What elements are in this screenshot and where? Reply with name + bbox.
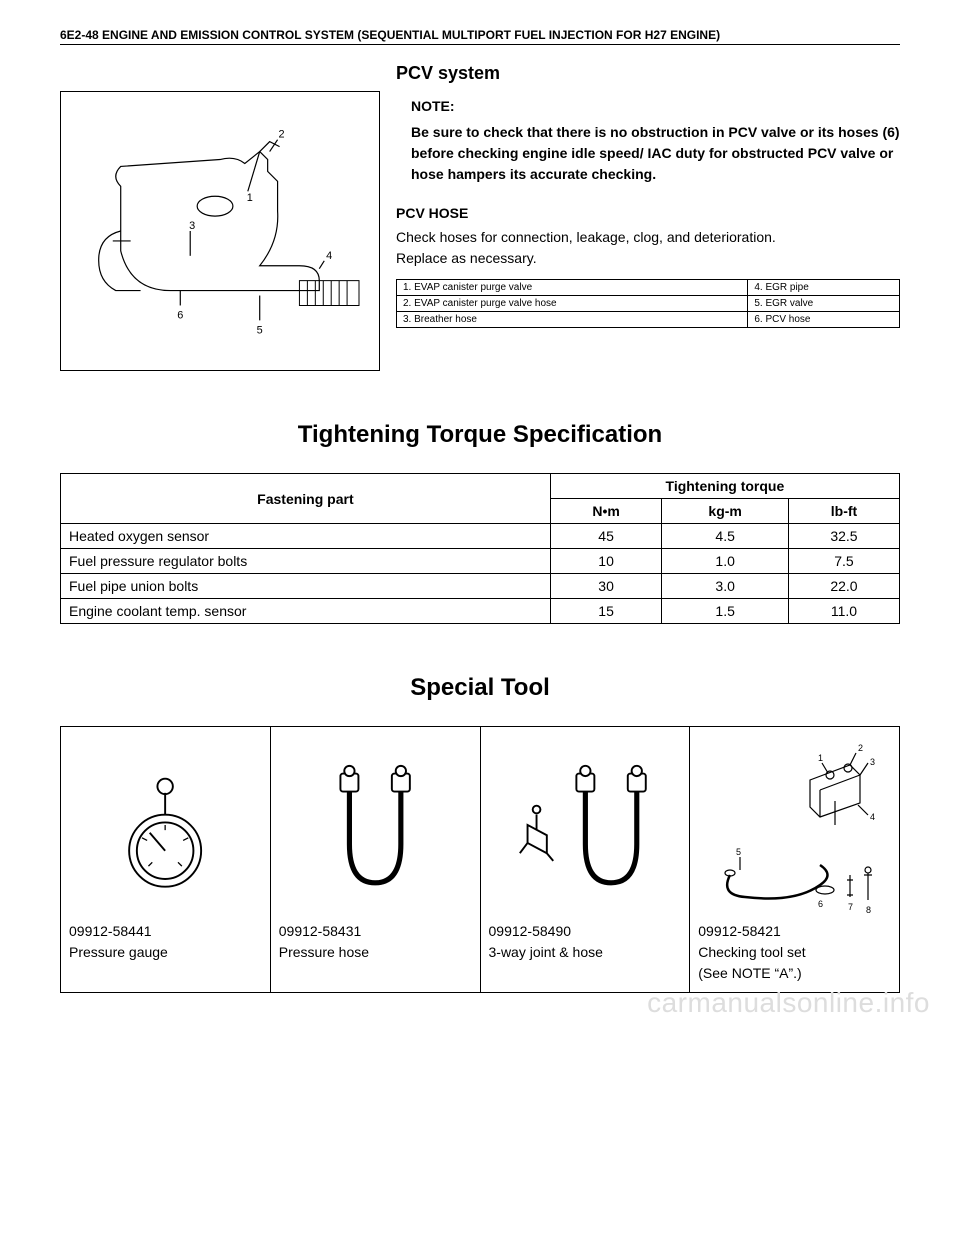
pcv-body-line1: Check hoses for connection, leakage, clo… <box>396 229 776 245</box>
tool-cell: 09912-58441 Pressure gauge <box>61 727 271 993</box>
tool-cell: 09912-58490 3-way joint & hose <box>480 727 690 993</box>
tool-heading: Special Tool <box>60 674 900 702</box>
tool-name: Pressure gauge <box>69 944 168 960</box>
table-row: 1. EVAP canister purge valve 4. EGR pipe <box>397 280 900 296</box>
pcv-section: 1 2 3 4 5 6 PCV system NOTE: Be sure to … <box>60 63 900 371</box>
table-row: Fuel pipe union bolts 30 3.0 22.0 <box>61 574 900 599</box>
diagram-label-3: 3 <box>189 220 195 232</box>
tool-code: 09912-58490 <box>489 923 572 939</box>
table-row: 2. EVAP canister purge valve hose 5. EGR… <box>397 296 900 312</box>
set-label-6: 6 <box>818 899 823 909</box>
cell-nm: 10 <box>550 549 662 574</box>
pcv-body: Check hoses for connection, leakage, clo… <box>396 227 900 269</box>
col-lbft: lb-ft <box>788 499 899 524</box>
legend-cell: 3. Breather hose <box>397 312 748 328</box>
cell-part: Fuel pipe union bolts <box>61 574 551 599</box>
cell-kgm: 4.5 <box>662 524 789 549</box>
cell-kgm: 1.5 <box>662 599 789 624</box>
legend-cell: 2. EVAP canister purge valve hose <box>397 296 748 312</box>
col-kgm: kg-m <box>662 499 789 524</box>
cell-nm: 30 <box>550 574 662 599</box>
table-row: 3. Breather hose 6. PCV hose <box>397 312 900 328</box>
tool-label: 09912-58441 Pressure gauge <box>69 921 262 963</box>
col-nm: N•m <box>550 499 662 524</box>
set-label-5: 5 <box>736 847 741 857</box>
set-label-3: 3 <box>870 757 875 767</box>
page: 6E2-48 ENGINE AND EMISSION CONTROL SYSTE… <box>0 0 960 1033</box>
tool-extra: (See NOTE “A”.) <box>698 965 801 981</box>
set-label-4: 4 <box>870 812 875 822</box>
legend-cell: 1. EVAP canister purge valve <box>397 280 748 296</box>
tool-section: Special Tool <box>60 674 900 993</box>
legend-table: 1. EVAP canister purge valve 4. EGR pipe… <box>396 279 900 328</box>
note-label: NOTE: <box>411 98 900 114</box>
tool-label: 09912-58421 Checking tool set (See NOTE … <box>698 921 891 984</box>
table-row: 09912-58441 Pressure gauge <box>61 727 900 993</box>
table-row: Heated oxygen sensor 45 4.5 32.5 <box>61 524 900 549</box>
set-label-7: 7 <box>848 902 853 912</box>
table-row: Engine coolant temp. sensor 15 1.5 11.0 <box>61 599 900 624</box>
legend-cell: 5. EGR valve <box>748 296 900 312</box>
tool-cell: 09912-58431 Pressure hose <box>270 727 480 993</box>
table-row: Fastening part Tightening torque <box>61 474 900 499</box>
cell-part: Fuel pressure regulator bolts <box>61 549 551 574</box>
cell-kgm: 1.0 <box>662 549 789 574</box>
cell-kgm: 3.0 <box>662 574 789 599</box>
tool-cell: 1 2 3 4 5 6 7 8 09912-5842 <box>690 727 900 993</box>
tool-table: 09912-58441 Pressure gauge <box>60 726 900 993</box>
diagram-label-6: 6 <box>177 309 183 321</box>
legend-cell: 6. PCV hose <box>748 312 900 328</box>
pcv-title: PCV system <box>396 63 900 84</box>
tool-code: 09912-58421 <box>698 923 781 939</box>
cell-lbft: 11.0 <box>788 599 899 624</box>
torque-table: Fastening part Tightening torque N•m kg-… <box>60 473 900 624</box>
cell-lbft: 22.0 <box>788 574 899 599</box>
set-label-8: 8 <box>866 905 871 915</box>
tool-label: 09912-58490 3-way joint & hose <box>489 921 682 963</box>
diagram-label-2: 2 <box>279 129 285 141</box>
cell-part: Engine coolant temp. sensor <box>61 599 551 624</box>
tool-image-set: 1 2 3 4 5 6 7 8 <box>698 735 891 915</box>
pcv-body-line2: Replace as necessary. <box>396 250 537 266</box>
torque-heading: Tightening Torque Specification <box>60 421 900 449</box>
tool-code: 09912-58431 <box>279 923 362 939</box>
note-block: NOTE: Be sure to check that there is no … <box>411 98 900 185</box>
tool-name: 3-way joint & hose <box>489 944 603 960</box>
pcv-text-column: PCV system NOTE: Be sure to check that t… <box>396 63 900 371</box>
cell-part: Heated oxygen sensor <box>61 524 551 549</box>
page-header: 6E2-48 ENGINE AND EMISSION CONTROL SYSTE… <box>60 28 900 45</box>
tool-code: 09912-58441 <box>69 923 152 939</box>
tool-image-hose <box>279 735 472 915</box>
cell-lbft: 7.5 <box>788 549 899 574</box>
cell-nm: 15 <box>550 599 662 624</box>
legend-cell: 4. EGR pipe <box>748 280 900 296</box>
table-row: Fuel pressure regulator bolts 10 1.0 7.5 <box>61 549 900 574</box>
tool-label: 09912-58431 Pressure hose <box>279 921 472 963</box>
diagram-label-5: 5 <box>257 324 263 336</box>
note-text: Be sure to check that there is no obstru… <box>411 122 900 185</box>
cell-lbft: 32.5 <box>788 524 899 549</box>
watermark: carmanualsonline.info <box>647 987 930 1019</box>
col-part: Fastening part <box>61 474 551 524</box>
set-label-2: 2 <box>858 743 863 753</box>
col-group: Tightening torque <box>550 474 899 499</box>
diagram-label-1: 1 <box>247 192 253 204</box>
tool-name: Pressure hose <box>279 944 369 960</box>
pcv-hose-heading: PCV HOSE <box>396 205 900 221</box>
diagram-label-4: 4 <box>326 250 332 262</box>
tool-name: Checking tool set <box>698 944 805 960</box>
set-label-1: 1 <box>818 753 823 763</box>
cell-nm: 45 <box>550 524 662 549</box>
pcv-diagram: 1 2 3 4 5 6 <box>60 91 380 371</box>
tool-image-gauge <box>69 735 262 915</box>
tool-image-3way <box>489 735 682 915</box>
